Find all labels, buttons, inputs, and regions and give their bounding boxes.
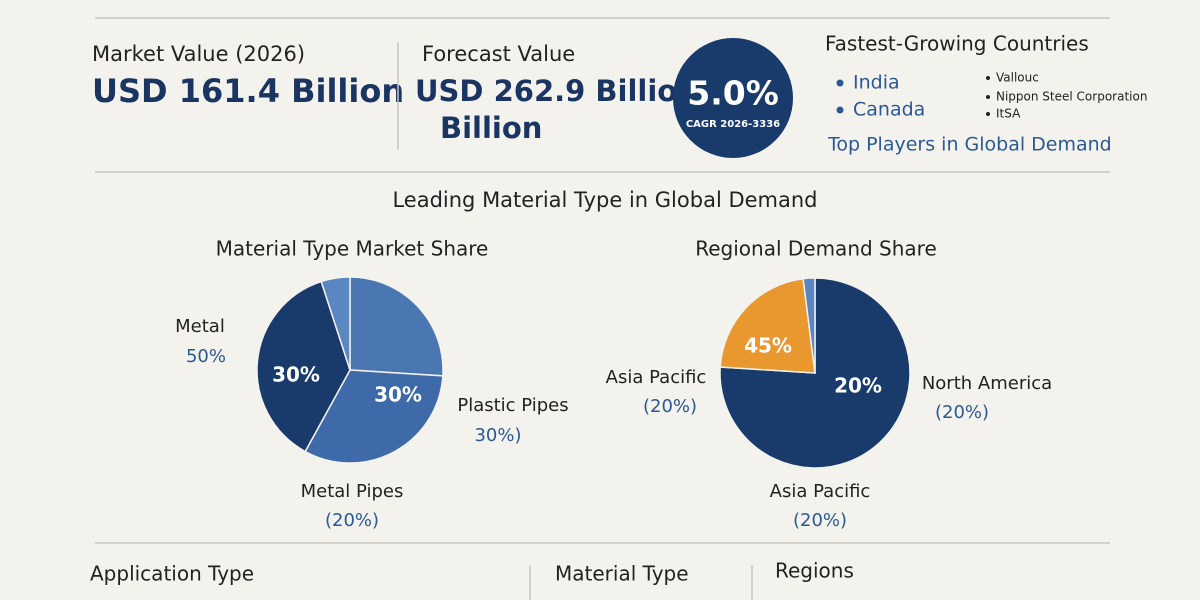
annotation: (20%)	[935, 402, 989, 423]
market-value: USD 161.4 Billion	[92, 72, 404, 110]
annotation: Metal	[175, 316, 225, 337]
player: Nippon Steel Corporation	[996, 90, 1147, 104]
column-title: Regions	[775, 559, 854, 583]
annotation: 50%	[186, 346, 226, 367]
pie-slice	[719, 277, 911, 469]
section-title: Leading Material Type in Global Demand	[392, 188, 817, 212]
annotation: North America	[922, 373, 1052, 394]
pie-slice	[349, 276, 444, 377]
country: India	[853, 72, 900, 94]
bullet	[836, 106, 844, 114]
annotation: Asia Pacific	[606, 367, 707, 388]
cagr-label: CAGR 2026-3336	[686, 119, 780, 130]
forecast-label: Forecast Value	[422, 42, 575, 66]
country: Canada	[853, 99, 925, 121]
annotation: Metal Pipes	[301, 481, 404, 502]
cagr-badge	[673, 38, 793, 158]
column-title: Application Type	[90, 562, 254, 586]
market-label: Market Value (2026)	[92, 42, 305, 66]
annotation: Plastic Pipes	[457, 395, 568, 416]
bullet	[986, 112, 990, 116]
column-title: Material Type	[555, 562, 689, 586]
forecast-value: USD 262.9 Billion	[415, 74, 698, 108]
annotation: (20%)	[325, 510, 379, 531]
pie-slice	[802, 277, 816, 374]
annotation: Asia Pacific	[770, 481, 871, 502]
player: Vallouc	[996, 71, 1039, 85]
player: ItSA	[996, 107, 1021, 121]
annotation: (20%)	[643, 396, 697, 417]
annotation: 30%)	[474, 425, 521, 446]
pie-slice	[304, 369, 444, 464]
annotation: 20%	[834, 374, 882, 398]
annotation: 30%	[374, 383, 422, 407]
players-title: Top Players in Global Demand	[827, 134, 1112, 156]
chart-title: Material Type Market Share	[216, 237, 489, 261]
annotations: Metal 50% 30% 30% Plastic Pipes 30%) Met…	[175, 316, 1052, 531]
bullet	[836, 79, 844, 87]
chart-title: Regional Demand Share	[695, 237, 937, 261]
pie-slice	[719, 277, 816, 374]
countries-title: Fastest-Growing Countries	[825, 32, 1089, 56]
pie-slice	[256, 280, 351, 453]
annotation: 30%	[272, 363, 320, 387]
annotation: 45%	[744, 334, 792, 358]
bullet	[986, 95, 990, 99]
cagr: 5.0%	[687, 74, 779, 113]
pie-slice	[320, 276, 351, 371]
bullet	[986, 76, 990, 80]
forecast-value: Billion	[440, 111, 542, 145]
pies	[256, 276, 911, 469]
annotation: (20%)	[793, 510, 847, 531]
